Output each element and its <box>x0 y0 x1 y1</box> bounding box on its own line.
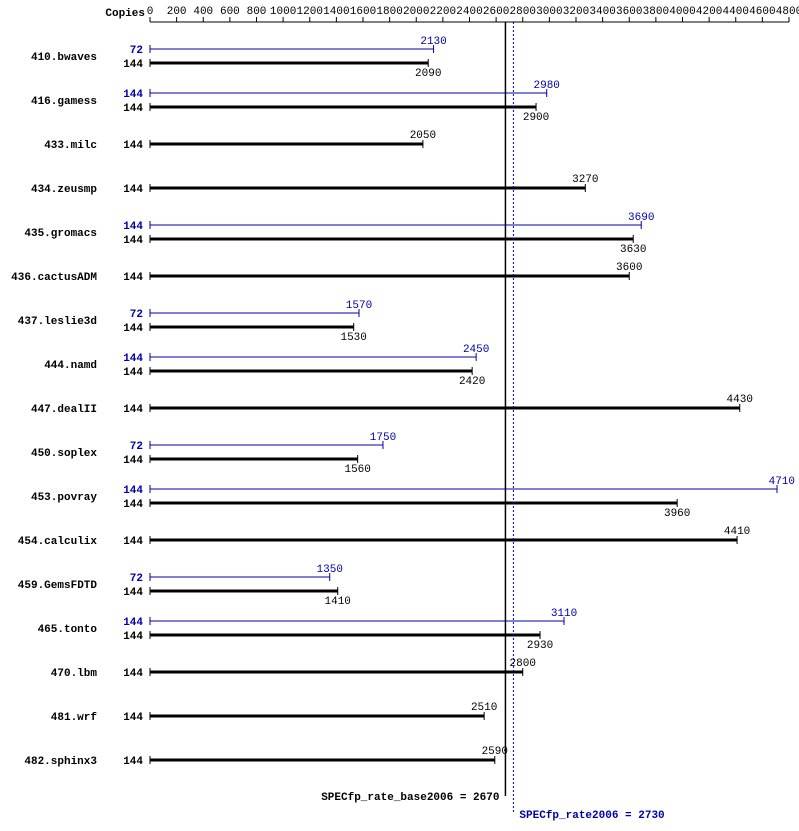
axis-tick-label: 600 <box>220 6 240 18</box>
axis-tick-label: 800 <box>247 6 267 18</box>
base-value: 2510 <box>471 702 497 714</box>
benchmark-name: 416.gamess <box>31 96 97 108</box>
axis-tick-label: 1800 <box>376 6 402 18</box>
peak-value: 1570 <box>346 300 372 312</box>
axis-tick-label: 4400 <box>723 6 749 18</box>
axis-tick-label: 1200 <box>297 6 323 18</box>
peak-value: 2130 <box>420 36 446 48</box>
axis-tick-label: 0 <box>147 6 154 18</box>
benchmark-name: 435.gromacs <box>24 228 97 240</box>
base-copies: 144 <box>123 499 143 511</box>
base-value: 1560 <box>344 464 370 476</box>
peak-value: 2980 <box>534 80 560 92</box>
axis-tick-label: 1400 <box>323 6 349 18</box>
benchmark-name: 482.sphinx3 <box>24 756 97 768</box>
benchmark-name: 436.cactusADM <box>11 272 97 284</box>
axis-tick-label: 2600 <box>483 6 509 18</box>
base-copies: 144 <box>123 455 143 467</box>
peak-copies: 144 <box>123 617 143 629</box>
peak-copies: 144 <box>123 353 143 365</box>
axis-tick-label: 1000 <box>270 6 296 18</box>
benchmark-name: 454.calculix <box>18 536 98 548</box>
base-value: 3630 <box>620 244 646 256</box>
base-value: 4430 <box>727 394 753 406</box>
base-copies: 144 <box>123 323 143 335</box>
benchmark-name: 481.wrf <box>51 712 98 724</box>
spec-benchmark-chart: 0 200 400 600 800100012001400160018002000220… <box>0 0 799 831</box>
peak-copies: 144 <box>123 89 143 101</box>
axis-tick-label: 2200 <box>430 6 456 18</box>
base-value: 2050 <box>410 130 436 142</box>
benchmark-name: 470.lbm <box>51 668 98 680</box>
axis-tick-label: 4600 <box>749 6 775 18</box>
axis-tick-label: 4000 <box>669 6 695 18</box>
peak-value: 1350 <box>317 564 343 576</box>
base-value: 2420 <box>459 376 485 388</box>
base-value: 3270 <box>572 174 598 186</box>
benchmark-name: 437.leslie3d <box>18 316 97 328</box>
axis-tick-label: 2800 <box>510 6 536 18</box>
base-copies: 144 <box>123 367 143 379</box>
axis-tick-label: 4800 <box>776 6 799 18</box>
base-value: 3600 <box>616 262 642 274</box>
base-value: 1410 <box>325 596 351 608</box>
axis-tick-label: 3200 <box>563 6 589 18</box>
benchmark-name: 444.namd <box>44 360 97 372</box>
axis-tick-label: 400 <box>193 6 213 18</box>
base-copies: 144 <box>123 587 143 599</box>
base-value: 4410 <box>724 526 750 538</box>
benchmark-name: 447.dealII <box>31 404 97 416</box>
base-value: 1530 <box>340 332 366 344</box>
base-value: 3960 <box>664 508 690 520</box>
benchmark-name: 434.zeusmp <box>31 184 97 196</box>
peak-copies: 72 <box>130 441 143 453</box>
base-copies: 144 <box>123 631 143 643</box>
base-value: 2930 <box>527 640 553 652</box>
axis-tick-label: 2400 <box>456 6 482 18</box>
base-value: 2090 <box>415 68 441 80</box>
base-copies: 144 <box>123 103 143 115</box>
peak-copies: 72 <box>130 573 143 585</box>
axis-tick-label: 200 <box>167 6 187 18</box>
base-copies: 144 <box>123 536 143 548</box>
axis-tick-label: 1600 <box>350 6 376 18</box>
peak-value: 3690 <box>628 212 654 224</box>
base-copies: 144 <box>123 140 143 152</box>
benchmark-name: 450.soplex <box>31 448 97 460</box>
axis-tick-label: 3800 <box>643 6 669 18</box>
axis-tick-label: 3600 <box>616 6 642 18</box>
summary-peak: SPECfp_rate2006 = 2730 <box>519 810 664 822</box>
base-copies: 144 <box>123 235 143 247</box>
benchmark-name: 453.povray <box>31 492 97 504</box>
benchmark-name: 410.bwaves <box>31 52 97 64</box>
peak-copies: 72 <box>130 309 143 321</box>
peak-value: 1750 <box>370 432 396 444</box>
axis-tick-label: 2000 <box>403 6 429 18</box>
base-copies: 144 <box>123 184 143 196</box>
base-value: 2590 <box>482 746 508 758</box>
copies-header: Copies <box>105 8 145 20</box>
axis-tick-label: 3000 <box>536 6 562 18</box>
base-copies: 144 <box>123 712 143 724</box>
peak-value: 3110 <box>551 608 577 620</box>
peak-value: 4710 <box>769 476 795 488</box>
peak-copies: 144 <box>123 485 143 497</box>
peak-copies: 144 <box>123 221 143 233</box>
benchmark-name: 465.tonto <box>38 624 98 636</box>
base-copies: 144 <box>123 668 143 680</box>
base-copies: 144 <box>123 59 143 71</box>
axis-tick-label: 3400 <box>589 6 615 18</box>
benchmark-name: 433.milc <box>44 140 97 152</box>
peak-copies: 72 <box>130 45 143 57</box>
base-copies: 144 <box>123 756 143 768</box>
summary-base: SPECfp_rate_base2006 = 2670 <box>321 792 499 804</box>
base-copies: 144 <box>123 404 143 416</box>
axis-tick-label: 4200 <box>696 6 722 18</box>
base-value: 2900 <box>523 112 549 124</box>
base-copies: 144 <box>123 272 143 284</box>
benchmark-name: 459.GemsFDTD <box>18 580 98 592</box>
peak-value: 2450 <box>463 344 489 356</box>
